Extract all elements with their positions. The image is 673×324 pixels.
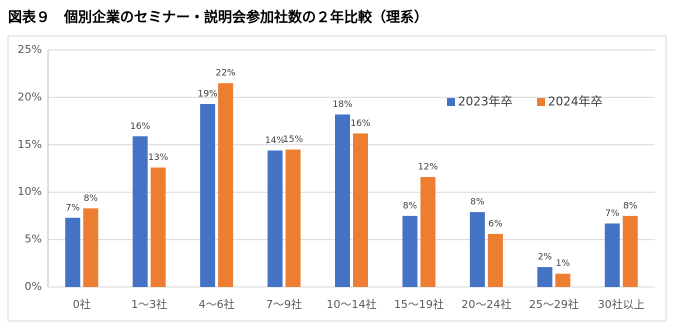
chart-frame (7, 35, 667, 322)
value-label: 19% (198, 90, 218, 100)
chart-title: 図表９ 個別企業のセミナー・説明会参加社数の２年比較（理系） (8, 9, 428, 26)
y-tick-label: 15% (18, 138, 42, 151)
y-tick-label: 0% (25, 280, 42, 293)
bar (487, 233, 503, 287)
bar (218, 83, 234, 288)
value-label: 14% (265, 136, 285, 146)
x-tick-label: 10～14社 (327, 297, 377, 311)
y-tick-label: 10% (18, 185, 42, 198)
value-label: 13% (148, 153, 168, 163)
value-label: 8% (623, 201, 638, 211)
bar (604, 223, 620, 287)
legend-label: 2024年卒 (548, 95, 603, 109)
bar (267, 150, 283, 287)
bar (555, 273, 571, 287)
bar (402, 215, 418, 287)
bar (469, 212, 485, 287)
x-tick-label: 4～6社 (199, 297, 235, 311)
x-tick-label: 30社以上 (598, 297, 645, 311)
y-tick-label: 20% (18, 90, 42, 103)
value-label: 15% (283, 135, 303, 145)
x-tick-label: 7～9社 (266, 297, 302, 311)
bar (622, 215, 638, 287)
value-label: 8% (403, 201, 418, 211)
bar (420, 177, 436, 287)
value-label: 16% (350, 119, 370, 129)
value-label: 8% (470, 198, 485, 208)
value-label: 2% (538, 253, 553, 263)
legend-label: 2023年卒 (458, 95, 513, 109)
y-tick-label: 25% (18, 43, 42, 56)
bar (132, 136, 148, 287)
legend-swatch (537, 98, 545, 106)
bar (335, 114, 350, 288)
x-tick-label: 1～3社 (131, 297, 167, 311)
x-tick-label: 20～24社 (461, 297, 511, 311)
x-tick-label: 0社 (73, 297, 91, 311)
value-label: 1% (556, 259, 571, 269)
bar (200, 104, 216, 287)
bar (150, 167, 166, 287)
bar (353, 133, 368, 287)
value-label: 7% (66, 203, 81, 213)
x-tick-label: 25～29社 (529, 297, 579, 311)
value-label: 16% (130, 122, 150, 132)
legend-swatch (447, 98, 455, 106)
value-label: 8% (84, 194, 99, 204)
bar (65, 217, 81, 287)
value-label: 7% (605, 209, 620, 219)
bar (285, 149, 301, 287)
value-label: 12% (418, 163, 438, 173)
bar (83, 208, 99, 287)
x-tick-label: 15～19社 (394, 297, 444, 311)
value-label: 22% (216, 69, 236, 79)
value-label: 6% (488, 219, 503, 229)
y-tick-label: 5% (25, 233, 42, 246)
value-label: 18% (332, 100, 352, 110)
bar (537, 267, 553, 287)
